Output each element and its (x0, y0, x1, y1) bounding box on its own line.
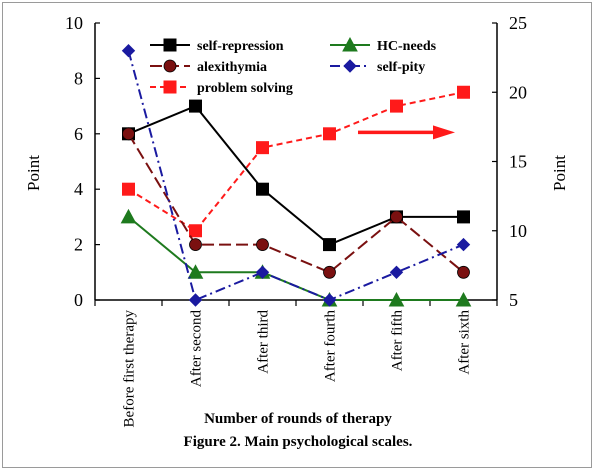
y-tick-right-label: 10 (509, 221, 527, 241)
y-tick-left-label: 8 (74, 68, 83, 88)
series-alexithymia (122, 127, 470, 279)
legend-marker-self-pity (343, 59, 357, 73)
series-self-repression (122, 99, 470, 252)
legend-marker-alexithymia (163, 59, 177, 73)
series-layer (120, 43, 472, 307)
annotation-layer (358, 125, 455, 140)
y-tick-right-label: 15 (509, 152, 527, 172)
x-tick-label: After sixth (457, 310, 473, 375)
legend-item-problem-solving: problem solving (150, 80, 293, 96)
y-tick-left-label: 10 (65, 13, 83, 33)
series-line-self-pity (127, 50, 464, 302)
legend-item-alexithymia: alexithymia (150, 59, 267, 75)
data-point-problem-solving (256, 141, 269, 155)
series-line-self-repression (128, 104, 464, 246)
data-point-self-repression (457, 210, 470, 224)
data-point-self-pity (322, 293, 337, 307)
data-point-problem-solving (457, 85, 470, 99)
y-axis-title-left: Point (24, 155, 43, 191)
y-tick-right-label: 5 (509, 290, 518, 310)
legend-label: self-pity (377, 60, 425, 75)
annotation-arrow-head (433, 125, 455, 140)
data-point-alexithymia (323, 265, 336, 279)
legend-label: alexithymia (197, 60, 267, 75)
data-point-alexithymia (122, 127, 135, 141)
data-point-self-repression (323, 238, 336, 252)
series-line-problem-solving (127, 91, 464, 233)
data-point-self-pity (121, 43, 136, 58)
y-tick-right-label: 20 (509, 82, 527, 102)
y-axis-title-right: Point (550, 155, 569, 191)
data-point-self-pity (389, 265, 404, 280)
data-point-self-pity (188, 293, 203, 307)
data-point-alexithymia (256, 238, 269, 252)
x-tick-label: After fifth (390, 310, 406, 372)
data-point-alexithymia (189, 238, 202, 252)
legend-label: self-repression (197, 39, 284, 54)
data-point-hc-needs (388, 291, 405, 307)
data-point-self-repression (189, 99, 202, 113)
data-point-problem-solving (390, 99, 403, 113)
series-self-pity (121, 43, 471, 307)
legend-item-hc-needs: HC-needs (330, 36, 437, 54)
legend-label: HC-needs (377, 39, 437, 54)
data-point-alexithymia (390, 210, 403, 224)
data-point-problem-solving (323, 127, 336, 141)
x-tick-label: After third (256, 310, 272, 374)
legend-label: problem solving (197, 81, 293, 96)
x-tick-label: After second (189, 310, 205, 388)
legend-item-self-pity: self-pity (330, 59, 425, 75)
data-point-problem-solving (189, 224, 202, 238)
data-point-self-pity (456, 237, 471, 252)
legend-marker-self-repression (163, 38, 177, 52)
data-point-hc-needs (187, 264, 204, 279)
y-tick-right-label: 25 (509, 13, 527, 33)
series-problem-solving (122, 85, 470, 238)
data-point-self-repression (256, 182, 269, 196)
legend: self-repression HC-needs alexithymia self-p… (150, 36, 437, 96)
legend-item-self-repression: self-repression (150, 38, 284, 54)
legend-marker-hc-needs (342, 36, 358, 52)
y-tick-left-label: 2 (74, 235, 83, 255)
figure-caption: Figure 2. Main psychological scales. (184, 434, 413, 450)
data-point-problem-solving (122, 182, 135, 196)
figure-frame (2, 2, 592, 468)
y-tick-left-label: 0 (74, 290, 83, 310)
data-point-alexithymia (457, 265, 470, 279)
series-line-alexithymia (127, 133, 465, 274)
y-tick-left-label: 6 (74, 124, 83, 144)
x-tick-label: Before first therapy (122, 310, 138, 428)
data-point-self-pity (255, 265, 270, 280)
axes: 0 2 4 6 8 10 5 10 15 20 25 Before first therapy Afte… (65, 13, 527, 427)
legend-marker-problem-solving (163, 80, 177, 94)
x-axis-title: Number of rounds of therapy (204, 411, 392, 427)
x-tick-label: After fourth (323, 310, 339, 383)
data-point-hc-needs (120, 208, 137, 224)
data-point-hc-needs (455, 291, 472, 307)
y-tick-left-label: 4 (74, 179, 83, 199)
